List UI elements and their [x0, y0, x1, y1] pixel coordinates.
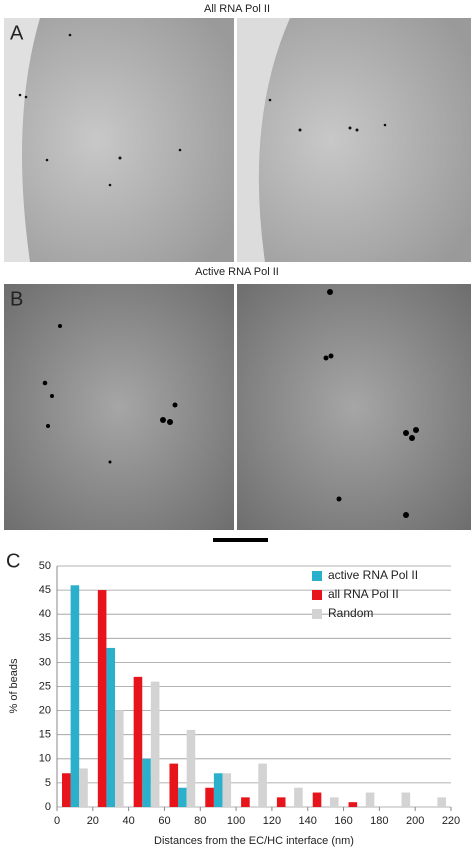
bar: [258, 763, 267, 807]
bar: [401, 792, 411, 807]
x-tick-label: 140: [299, 815, 317, 827]
legend-label: Random: [328, 606, 373, 620]
bar: [62, 773, 71, 807]
membrane: [237, 18, 290, 262]
bar: [79, 768, 88, 807]
gold-beads: [18, 33, 387, 187]
bar: [70, 585, 80, 807]
x-tick-label: 200: [406, 815, 424, 827]
bar: [150, 681, 160, 807]
y-tick-label: 45: [39, 584, 51, 596]
legend-label: all RNA Pol II: [328, 587, 399, 601]
bar: [115, 710, 124, 807]
em-image: [4, 18, 234, 262]
bar: [294, 787, 303, 807]
top-title: All RNA Pol II: [204, 3, 270, 15]
membrane: [4, 18, 40, 262]
bar: [329, 797, 339, 807]
y-tick-label: 30: [39, 656, 51, 668]
bar: [437, 797, 446, 807]
y-axis-label: % of beads: [8, 658, 20, 714]
x-axis-label: Distances from the EC/HC interface (nm): [154, 835, 354, 847]
bar: [348, 802, 358, 807]
y-tick-label: 0: [45, 801, 51, 813]
bar: [205, 787, 214, 807]
x-tick-label: 120: [263, 815, 281, 827]
bar: [365, 792, 375, 807]
legend-swatch: [312, 609, 322, 619]
bar: [213, 773, 223, 807]
gold-beads: [42, 289, 419, 518]
x-tick-label: 40: [123, 815, 135, 827]
x-tick-label: 0: [54, 815, 60, 827]
em-image: [4, 284, 234, 530]
x-tick-label: 220: [442, 815, 460, 827]
em-image: [237, 18, 471, 262]
bar: [169, 763, 179, 807]
legend-swatch: [312, 571, 322, 581]
x-tick-label: 100: [227, 815, 245, 827]
bar: [276, 797, 286, 807]
y-tick-label: 15: [39, 729, 51, 741]
bar: [222, 773, 232, 807]
y-tick-label: 10: [39, 753, 51, 765]
bar: [97, 590, 107, 807]
em-image: [237, 284, 471, 530]
x-tick-label: 160: [334, 815, 352, 827]
y-tick-label: 25: [39, 680, 51, 692]
y-tick-label: 20: [39, 705, 51, 717]
y-tick-label: 50: [39, 560, 51, 572]
panel-label: A: [10, 22, 24, 44]
bar: [178, 787, 187, 807]
legend-swatch: [312, 590, 322, 600]
bar: [106, 647, 116, 807]
panel-label: C: [6, 550, 20, 572]
x-tick-label: 60: [158, 815, 170, 827]
scale-bar: [213, 538, 268, 542]
bar: [186, 729, 196, 807]
x-tick-label: 20: [87, 815, 99, 827]
bar: [312, 792, 322, 807]
y-tick-label: 40: [39, 608, 51, 620]
y-tick-label: 35: [39, 632, 51, 644]
middle-title: Active RNA Pol II: [195, 266, 279, 278]
legend-label: active RNA Pol II: [328, 568, 418, 582]
x-tick-label: 180: [370, 815, 388, 827]
x-tick-label: 80: [194, 815, 206, 827]
bar: [142, 758, 151, 807]
y-tick-label: 5: [45, 777, 51, 789]
bar: [241, 797, 250, 807]
bar: [133, 676, 143, 807]
panel-label: B: [10, 288, 23, 310]
